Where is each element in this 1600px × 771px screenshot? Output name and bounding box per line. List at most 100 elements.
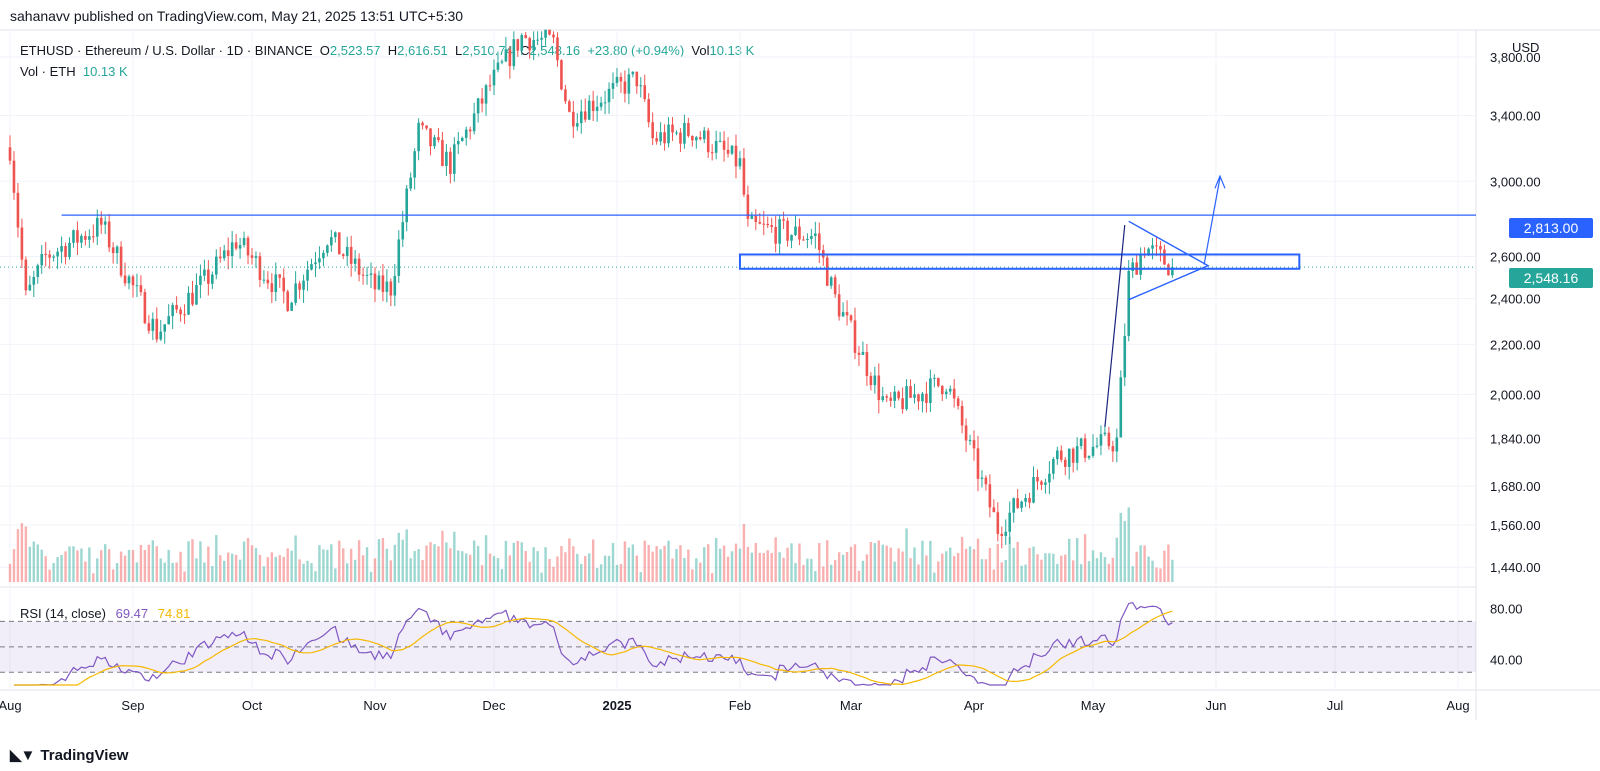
candle-body — [1071, 448, 1075, 463]
volume-bar — [905, 528, 908, 582]
volume-bar — [766, 550, 769, 582]
volume-bar — [147, 544, 151, 582]
candle-body — [976, 448, 980, 479]
volume-bar — [16, 529, 20, 582]
candle-body — [579, 111, 583, 124]
support-zone-box — [738, 253, 1301, 270]
candle-body — [222, 250, 226, 259]
volume-bar — [552, 566, 555, 582]
volume-bar — [881, 544, 884, 582]
volume-bar — [1099, 552, 1103, 582]
currency-label[interactable]: USD — [1512, 40, 1540, 55]
candle-body — [262, 279, 266, 281]
volume-bar — [952, 556, 956, 582]
candle-body — [1024, 497, 1027, 502]
candle-body — [373, 273, 377, 290]
volume-bar — [980, 559, 984, 582]
volume-bar — [968, 546, 972, 582]
candle-body — [1127, 270, 1131, 336]
volume-bar — [1087, 561, 1091, 582]
volume-bar — [163, 562, 166, 582]
time-tick-label: Dec — [482, 698, 506, 713]
candle-body — [905, 386, 908, 410]
candle-body — [921, 393, 924, 402]
candle-body — [357, 258, 361, 275]
volume-bar — [1159, 568, 1162, 582]
candle-body — [937, 377, 940, 386]
candle-body — [488, 85, 492, 87]
candle-body — [885, 396, 889, 398]
volume-bar — [1135, 551, 1138, 582]
volume-bar — [794, 563, 797, 582]
rsi-legend: RSI (14, close) 69.47 74.81 — [20, 606, 190, 621]
candle-body — [397, 239, 401, 276]
price-tick-label: 2,400.00 — [1490, 292, 1541, 307]
volume-bar — [100, 550, 103, 582]
volume-bar — [1083, 534, 1087, 582]
rsi-legend-label[interactable]: RSI (14, close) — [20, 606, 106, 621]
volume-bar — [175, 562, 178, 582]
candle-body — [326, 245, 329, 253]
volume-bar — [226, 552, 230, 582]
volume-bar — [155, 546, 158, 582]
candle-body — [572, 111, 575, 127]
candle-body — [881, 396, 885, 401]
volume-bar — [215, 535, 218, 582]
candle-body — [631, 71, 635, 75]
volume-bar — [373, 558, 377, 582]
candle-body — [659, 132, 662, 142]
candle-body — [76, 230, 79, 243]
volume-bar — [441, 530, 444, 582]
price-tick-label: 2,200.00 — [1490, 337, 1541, 352]
volume-bar — [762, 553, 765, 582]
volume-bar — [52, 563, 55, 582]
candle-body — [615, 76, 619, 83]
candle-body — [242, 237, 246, 246]
candle-body — [849, 315, 853, 321]
volume-bar — [580, 563, 583, 582]
volume-bar — [1155, 567, 1158, 582]
volume-bar — [68, 546, 71, 582]
volume-bar — [377, 539, 381, 582]
volume-bar — [913, 547, 916, 582]
candle-body — [925, 393, 928, 403]
candle-body — [798, 226, 801, 240]
volume-bar — [1056, 563, 1059, 582]
candle-body — [48, 254, 51, 258]
volume-legend-label[interactable]: Vol · ETH — [20, 64, 76, 79]
candle-body — [575, 123, 579, 127]
volume-legend-value: 10.13 K — [82, 64, 128, 79]
candle-body — [187, 292, 190, 315]
volume-bar — [699, 562, 702, 582]
candle-body — [468, 129, 472, 132]
time-tick-label: Aug — [0, 698, 22, 713]
candle-body — [726, 149, 730, 154]
volume-bar — [203, 562, 206, 582]
volume-bar — [528, 561, 531, 582]
candle-body — [1151, 245, 1154, 249]
volume-bar — [564, 552, 567, 582]
candle-body — [944, 391, 948, 395]
volume-bar — [1123, 521, 1126, 582]
volume-bar — [8, 563, 12, 582]
candle-body — [940, 385, 944, 395]
volume-bar — [318, 545, 321, 582]
candle-body — [365, 274, 369, 276]
candle-body — [964, 425, 968, 441]
volume-bar — [945, 551, 948, 582]
candle-body — [762, 223, 766, 225]
candle-body — [786, 220, 789, 241]
candle-body — [536, 39, 539, 41]
volume-bar — [607, 555, 611, 582]
symbol-title[interactable]: ETHUSD · Ethereum / U.S. Dollar · 1D · B… — [20, 43, 313, 58]
volume-bar — [750, 552, 754, 582]
volume-bar — [127, 549, 131, 582]
tradingview-footer[interactable]: ◣▼ TradingView — [10, 746, 128, 765]
candle-body — [647, 99, 651, 123]
volume-bar — [139, 545, 143, 582]
volume-bar — [266, 557, 270, 582]
candle-body — [60, 246, 63, 252]
candle-body — [1123, 335, 1127, 378]
volume-bar — [12, 549, 16, 582]
